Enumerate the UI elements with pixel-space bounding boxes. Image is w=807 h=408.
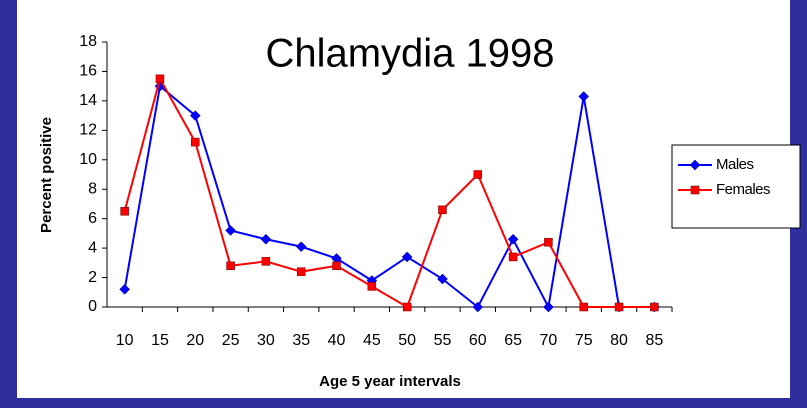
x-tick-label: 80	[610, 332, 628, 349]
y-tick-label: 2	[88, 269, 97, 286]
x-tick-label: 85	[645, 332, 663, 349]
series-line	[123, 76, 655, 309]
x-tick-label: 45	[363, 332, 381, 349]
y-tick-label: 0	[88, 298, 97, 315]
x-tick-label: 60	[469, 332, 487, 349]
data-point	[401, 251, 413, 263]
data-point	[367, 282, 377, 291]
x-tick-label: 30	[257, 332, 275, 349]
data-point	[543, 301, 554, 313]
y-tick-label: 16	[79, 63, 97, 80]
chart-title: Chlamydia 1998	[265, 32, 554, 76]
data-point	[155, 74, 165, 84]
x-tick-label: 35	[292, 332, 310, 349]
data-point	[507, 233, 519, 245]
data-point	[579, 302, 588, 312]
data-point	[189, 110, 201, 121]
legend-marker	[690, 185, 700, 195]
data-point	[120, 207, 129, 216]
legend-label: Males	[716, 156, 754, 173]
y-tick-label: 8	[88, 180, 97, 197]
data-point	[578, 91, 590, 102]
x-tick-label: 40	[328, 332, 346, 349]
x-tick-label: 55	[434, 332, 452, 349]
y-tick-label: 6	[88, 210, 97, 227]
y-tick-label: 4	[88, 239, 97, 256]
x-tick-label: 10	[116, 332, 134, 349]
data-point	[402, 302, 412, 312]
data-point	[119, 283, 131, 295]
x-tick-label: 50	[398, 332, 416, 349]
y-tick-label: 12	[79, 122, 97, 139]
data-point	[260, 233, 272, 245]
data-point	[472, 301, 484, 313]
y-tick-label: 18	[79, 33, 97, 50]
data-point	[225, 225, 236, 236]
x-tick-label: 25	[222, 332, 240, 349]
x-tick-label: 20	[186, 332, 204, 349]
x-tick-label: 70	[540, 332, 558, 349]
legend-marker	[689, 159, 701, 171]
x-tick-label: 15	[151, 332, 169, 349]
x-tick-label: 75	[575, 332, 593, 349]
data-point	[614, 302, 624, 312]
data-point	[226, 261, 235, 271]
data-point	[473, 170, 483, 179]
data-point	[650, 302, 659, 312]
data-point	[191, 137, 200, 147]
x-axis-label: Age 5 year intervals	[319, 373, 461, 390]
data-point	[261, 257, 271, 266]
data-point	[544, 237, 553, 247]
data-point	[438, 205, 447, 215]
x-tick-label: 65	[504, 332, 522, 349]
y-tick-label: 10	[79, 151, 97, 168]
data-point	[437, 273, 448, 285]
data-point	[296, 267, 306, 276]
slide	[17, 0, 790, 398]
data-point	[508, 252, 518, 262]
data-point	[295, 241, 307, 252]
y-tick-label: 14	[79, 92, 97, 109]
y-axis-label: Percent positive	[38, 117, 55, 233]
series-line	[123, 84, 655, 311]
legend-label: Females	[716, 181, 770, 198]
data-point	[332, 261, 341, 271]
